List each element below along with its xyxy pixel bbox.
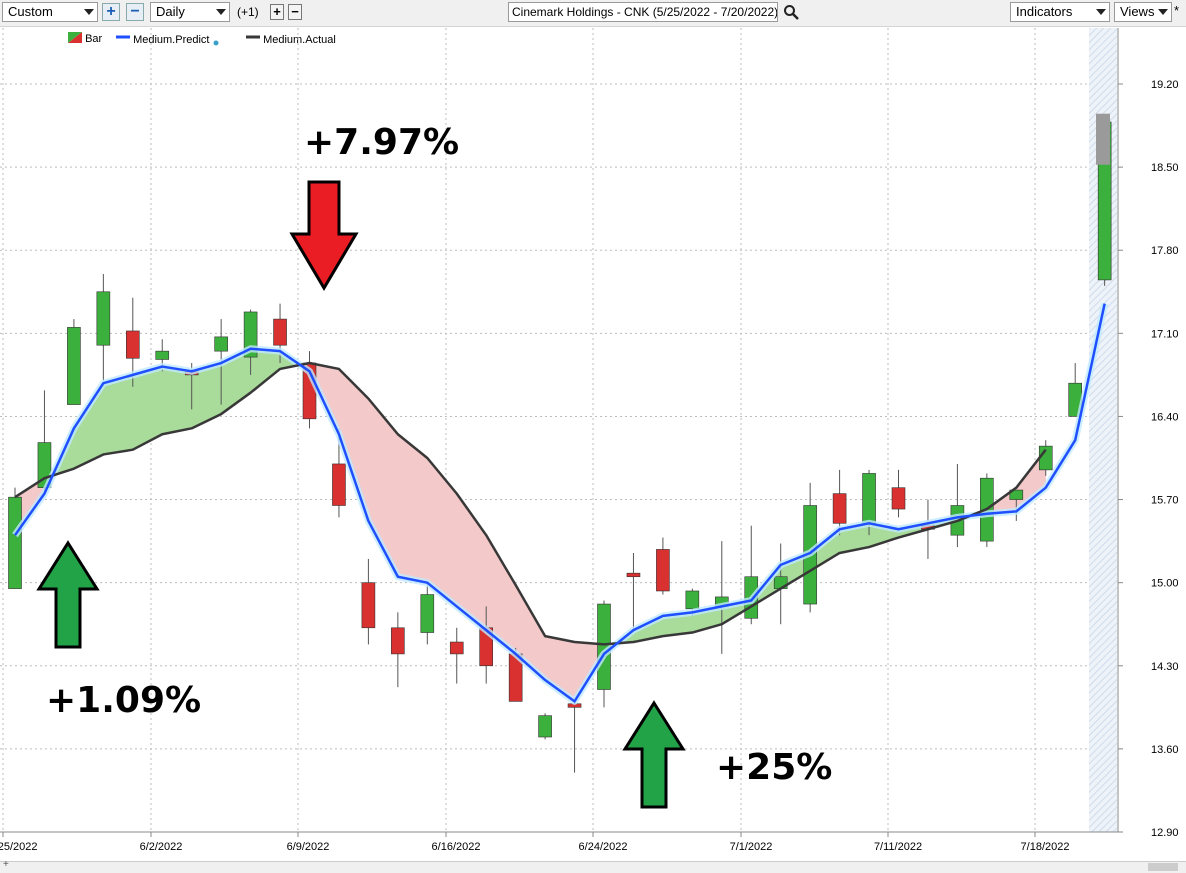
indicators-select[interactable]: Indicators bbox=[1010, 2, 1110, 22]
predict-line-icon bbox=[116, 35, 130, 39]
x-tick-label: 7/1/2022 bbox=[730, 841, 773, 853]
remove-period-button[interactable]: − bbox=[126, 3, 144, 21]
predict-line bbox=[13, 303, 1106, 703]
info-dot-icon bbox=[213, 40, 219, 46]
x-tick-label: 7/18/2022 bbox=[1021, 841, 1070, 853]
y-tick-label: 14.30 bbox=[1151, 661, 1179, 673]
interval-select-value: Daily bbox=[156, 4, 185, 19]
candle-body bbox=[862, 473, 876, 524]
candle-body bbox=[126, 330, 140, 359]
period-select[interactable]: Custom bbox=[2, 2, 98, 22]
y-tick-label: 13.60 bbox=[1151, 744, 1179, 756]
up-arrow-icon bbox=[622, 700, 686, 809]
bar-swatch-icon bbox=[68, 32, 82, 43]
annotations: +1.09% +7.97% +25% bbox=[36, 122, 832, 809]
chevron-down-icon bbox=[216, 9, 226, 15]
projection-bar bbox=[1096, 113, 1110, 165]
interval-select[interactable]: Daily bbox=[150, 2, 230, 22]
candle-body bbox=[538, 715, 552, 738]
x-tick-label: 5/25/2022 bbox=[0, 841, 37, 853]
candle-body bbox=[832, 493, 847, 524]
candle-body bbox=[8, 496, 22, 589]
y-tick-label: 17.10 bbox=[1151, 328, 1179, 340]
candle-body bbox=[420, 594, 435, 633]
views-modified-marker: * bbox=[1174, 3, 1180, 18]
horizontal-scrollbar[interactable]: + bbox=[0, 859, 1186, 873]
candle-body bbox=[656, 549, 670, 592]
annotation-label: +1.09% bbox=[46, 680, 201, 721]
increment-offset-button[interactable]: + bbox=[270, 4, 284, 20]
legend-bar-label: Bar bbox=[85, 33, 103, 45]
candle-body bbox=[273, 318, 287, 346]
legend-actual: Medium.Actual bbox=[246, 32, 336, 46]
legend-predict-label: Medium.Predict bbox=[133, 34, 210, 46]
candle-body bbox=[391, 627, 405, 655]
down-arrow-icon bbox=[289, 180, 359, 291]
views-select[interactable]: Views bbox=[1114, 2, 1172, 22]
scroll-left-icon[interactable]: + bbox=[3, 859, 9, 870]
plus-icon: + bbox=[273, 4, 281, 19]
candle-body bbox=[214, 336, 228, 352]
x-tick-label: 6/9/2022 bbox=[287, 841, 330, 853]
add-period-button[interactable]: + bbox=[102, 3, 120, 21]
views-select-value: Views bbox=[1120, 4, 1155, 19]
candles bbox=[8, 113, 1112, 773]
axes: 19.20 18.50 17.80 17.10 16.40 15.70 15.00 14.30… bbox=[0, 28, 1179, 853]
candle-body bbox=[361, 582, 376, 629]
candle-body bbox=[96, 291, 111, 346]
fill-segment bbox=[162, 366, 192, 435]
chevron-down-icon bbox=[84, 9, 94, 15]
candle-body bbox=[685, 590, 700, 610]
legend-bar: Bar bbox=[68, 32, 102, 45]
plus-icon: + bbox=[106, 3, 116, 20]
x-tick-label: 7/11/2022 bbox=[874, 841, 922, 853]
x-tick-label: 6/2/2022 bbox=[140, 841, 183, 853]
series-lines bbox=[12, 302, 1109, 705]
search-icon[interactable] bbox=[783, 4, 799, 20]
candle-body bbox=[332, 463, 346, 506]
x-tick-label: 6/24/2022 bbox=[579, 841, 628, 853]
candle-body bbox=[891, 487, 906, 510]
candle-body bbox=[67, 327, 81, 405]
minus-icon: − bbox=[291, 4, 299, 19]
annotation-label: +7.97% bbox=[304, 122, 459, 163]
y-tick-label: 15.70 bbox=[1151, 495, 1179, 507]
legend-actual-label: Medium.Actual bbox=[263, 34, 336, 46]
decrement-offset-button[interactable]: − bbox=[288, 4, 302, 20]
actual-line bbox=[14, 361, 1047, 646]
y-tick-label: 17.80 bbox=[1151, 245, 1179, 257]
legend-predict: Medium.Predict bbox=[116, 32, 219, 46]
symbol-search-field[interactable]: Cinemark Holdings - CNK (5/25/2022 - 7/2… bbox=[508, 2, 778, 22]
chevron-down-icon bbox=[1096, 9, 1106, 15]
period-select-value: Custom bbox=[8, 4, 53, 19]
candle-body bbox=[1009, 489, 1024, 500]
x-tick-label: 6/16/2022 bbox=[432, 841, 481, 853]
annotation-label: +25% bbox=[716, 747, 832, 788]
fill-segment bbox=[103, 374, 134, 455]
y-tick-label: 15.00 bbox=[1151, 578, 1179, 590]
y-tick-label: 16.40 bbox=[1151, 411, 1179, 423]
minus-icon: − bbox=[130, 3, 140, 20]
symbol-search-value: Cinemark Holdings - CNK (5/25/2022 - 7/2… bbox=[512, 5, 778, 19]
candle-body bbox=[626, 572, 641, 578]
fill-segment bbox=[397, 433, 428, 583]
offset-label: (+1) bbox=[237, 5, 259, 19]
up-arrow-icon bbox=[36, 540, 100, 649]
toolbar: Custom + − Daily (+1) + − Cinemark Holdi… bbox=[0, 0, 1186, 27]
y-tick-label: 12.90 bbox=[1151, 827, 1179, 839]
price-chart[interactable]: +1.09% +7.97% +25% 19.20 18.50 17.80 17.10 16.… bbox=[0, 28, 1186, 861]
y-tick-label: 18.50 bbox=[1151, 162, 1179, 174]
indicators-select-value: Indicators bbox=[1016, 4, 1073, 19]
chevron-down-icon bbox=[1158, 9, 1168, 15]
scroll-thumb[interactable] bbox=[1148, 863, 1178, 871]
y-tick-label: 19.20 bbox=[1151, 79, 1179, 91]
actual-line-icon bbox=[246, 35, 260, 39]
candle-body bbox=[155, 350, 170, 360]
candle-body bbox=[449, 641, 464, 655]
